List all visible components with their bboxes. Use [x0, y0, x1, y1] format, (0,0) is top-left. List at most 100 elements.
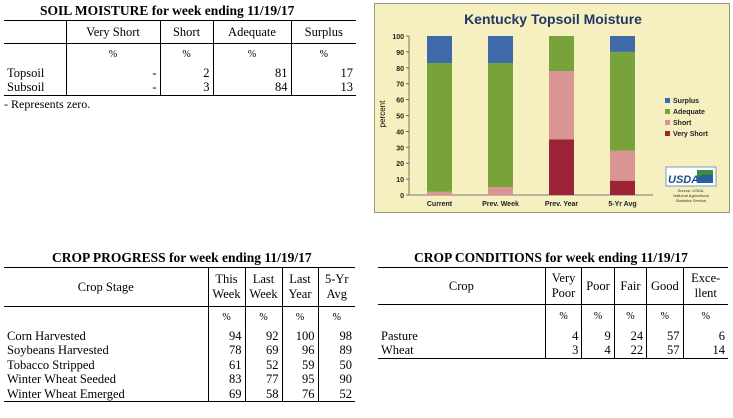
crop-conditions-table: Crop Very Poor Poor Fair Good Exce-llent … — [378, 267, 728, 359]
bar-segment-surplus — [488, 36, 513, 64]
table-cell: 83 — [207, 372, 245, 387]
header-cell: Fair — [613, 267, 647, 305]
legend-swatch — [665, 109, 670, 114]
table-cell: 69 — [244, 343, 282, 358]
header-cell: Short — [159, 20, 213, 44]
unit-cell: % — [646, 304, 684, 329]
legend-label: Adequate — [673, 109, 705, 116]
unit-row: % % % % — [4, 306, 355, 329]
source-line: Statistics Service — [676, 198, 707, 203]
header-cell: 5-Yr Avg — [317, 267, 355, 307]
header-cell: Surplus — [290, 20, 356, 44]
bar-segment-very-short — [549, 139, 574, 195]
table-cell: 57 — [646, 328, 684, 343]
table-cell: 69 — [207, 386, 245, 402]
unit-row: % % % % % — [378, 304, 728, 329]
zero-note: - Represents zero. — [4, 97, 91, 111]
legend-swatch — [665, 98, 670, 103]
bars — [427, 36, 635, 195]
y-tick-label: 20 — [396, 161, 404, 168]
y-axis-label: percent — [378, 100, 387, 127]
header-cell: Last Week — [244, 267, 282, 307]
y-tick-label: 50 — [396, 114, 404, 121]
y-tick-label: 40 — [396, 129, 404, 136]
table-cell: 3 — [544, 343, 582, 359]
unit-cell: % — [290, 43, 356, 66]
table-cell: 61 — [207, 357, 245, 372]
table-cell: 3 — [159, 80, 213, 96]
table-header-row: Very Short Short Adequate Surplus — [4, 20, 356, 44]
bar-segment-surplus — [427, 36, 452, 64]
topsoil-moisture-chart: Kentucky Topsoil Moisture percent 0 10 20 3… — [374, 3, 730, 213]
header-cell: Crop — [378, 267, 546, 305]
row-label: Pasture — [381, 328, 418, 343]
legend-label: Surplus — [673, 98, 699, 105]
table-cell: 52 — [244, 357, 282, 372]
crop-progress-table: Crop Stage This Week Last Week Last Year 5-… — [4, 267, 355, 402]
bar-segment-short — [427, 191, 452, 195]
bar-segment-adequate — [610, 51, 635, 151]
table-cell: 92 — [244, 328, 282, 343]
bar-segment-adequate — [488, 63, 513, 188]
table-cell: 59 — [281, 357, 318, 372]
table-cell: 90 — [317, 372, 355, 387]
header-cell: Very Short — [65, 20, 160, 44]
table-cell: 96 — [281, 343, 318, 358]
row-label: Soybeans Harvested — [7, 343, 109, 357]
table-cell: 4 — [581, 343, 615, 359]
y-tick-label: 80 — [396, 66, 404, 73]
table-cell: 24 — [613, 328, 647, 343]
y-tick-label: 10 — [396, 177, 404, 184]
table-cell: 95 — [281, 372, 318, 387]
y-tick-label: 70 — [396, 82, 404, 89]
table-cell: 9 — [581, 328, 615, 343]
unit-cell: % — [281, 306, 318, 329]
table-cell: 50 — [317, 357, 355, 372]
bar-segment-short — [610, 150, 635, 181]
header-cell: This Week — [207, 267, 245, 307]
y-tick-label: 0 — [400, 193, 404, 200]
x-tick-label: 5-Yr Avg — [608, 201, 636, 208]
table-row: Corn Harvested 94 92 100 98 — [4, 328, 355, 343]
table-cell: - — [65, 65, 160, 80]
bar-segment-short — [549, 70, 574, 140]
legend-swatch — [665, 131, 670, 136]
table-cell: 100 — [281, 328, 318, 343]
table-row: Subsoil - 3 84 13 — [4, 80, 356, 96]
chart-svg: Kentucky Topsoil Moisture percent 0 10 20 3… — [378, 11, 717, 208]
table-cell: 17 — [290, 65, 356, 80]
header-cell: Crop Stage — [4, 267, 208, 307]
y-tick-label: 30 — [396, 145, 404, 152]
legend-swatch — [665, 120, 670, 125]
header-cell: Very Poor — [544, 267, 582, 305]
row-label: Tobacco Stripped — [7, 357, 95, 372]
chart-title: Kentucky Topsoil Moisture — [464, 11, 642, 27]
soil-moisture-table: Very Short Short Adequate Surplus % % % … — [4, 20, 356, 96]
row-label: Winter Wheat Seeded — [7, 372, 116, 386]
table-cell: 57 — [646, 343, 684, 359]
table-cell: 52 — [317, 386, 355, 402]
x-tick-label: Prev. Week — [482, 201, 519, 208]
source-line: National Agricultural — [673, 193, 709, 198]
source-line: Source: USDA, — [677, 188, 704, 193]
soil-moisture-title: SOIL MOISTURE for week ending 11/19/17 — [40, 3, 295, 18]
unit-cell: % — [65, 43, 160, 66]
table-row: Winter Wheat Emerged 69 58 76 52 — [4, 386, 355, 402]
x-axis-labels: Current Prev. Week Prev. Year 5-Yr Avg — [427, 201, 637, 208]
unit-cell: % — [159, 43, 213, 66]
table-cell: 4 — [544, 328, 582, 343]
bar-segment-short — [488, 187, 513, 195]
table-cell: 77 — [244, 372, 282, 387]
table-cell: 14 — [682, 343, 728, 359]
table-row: Wheat 3 4 22 57 14 — [378, 343, 728, 359]
bar-segment-surplus — [610, 36, 635, 52]
table-header-row: Crop Very Poor Poor Fair Good Exce-llent — [378, 267, 728, 305]
table-cell: - — [65, 80, 160, 96]
table-cell: 81 — [212, 65, 291, 80]
table-row: Topsoil - 2 81 17 — [4, 65, 356, 80]
header-cell: Last Year — [281, 267, 318, 307]
table-cell: 84 — [212, 80, 291, 96]
legend-label: Short — [673, 120, 692, 127]
legend-label: Very Short — [673, 131, 709, 138]
crop-conditions-title: CROP CONDITIONS for week ending 11/19/17 — [414, 250, 688, 265]
